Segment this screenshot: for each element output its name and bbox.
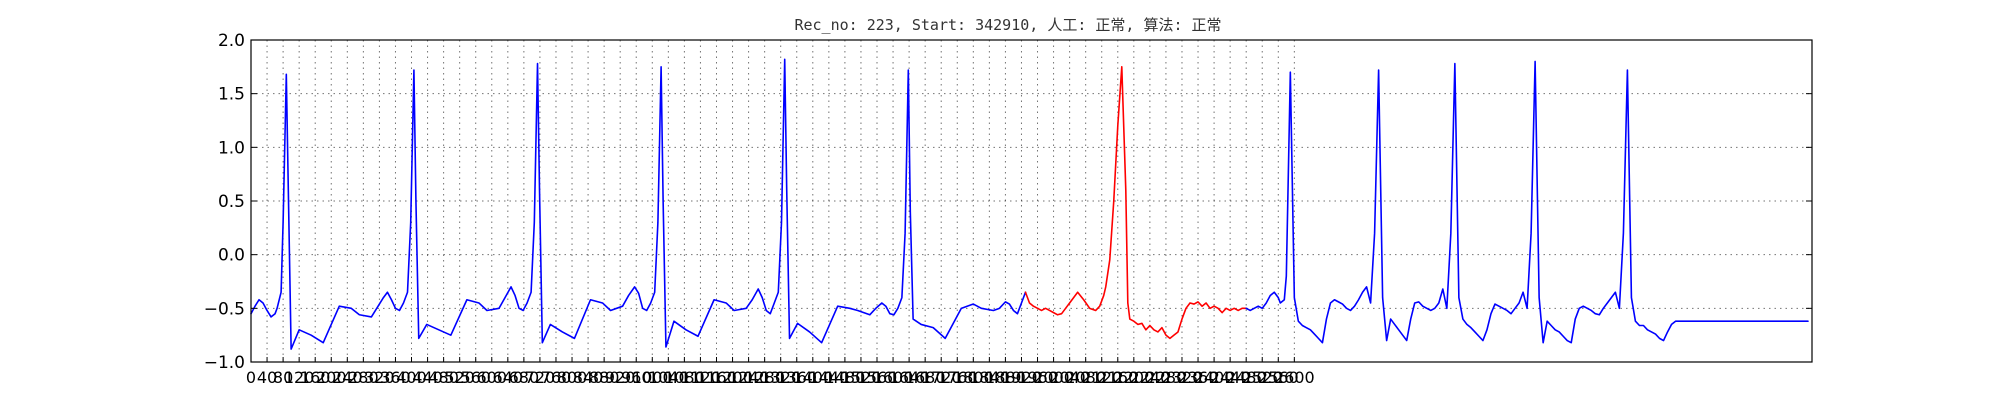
x-tick-label: 400 <box>396 368 427 387</box>
x-tick-label: 2440 <box>1210 368 1251 387</box>
x-tick-label: 1840 <box>969 368 1010 387</box>
ecg-series-line-3 <box>1245 60 1809 344</box>
x-tick-label: 1240 <box>728 368 769 387</box>
x-tick-label: 1520 <box>841 368 882 387</box>
x-tick-label: 1320 <box>760 368 801 387</box>
x-tick-label: 1720 <box>921 368 962 387</box>
x-tick-label: 2320 <box>1162 368 1203 387</box>
x-tick-label: 2160 <box>1097 368 1138 387</box>
y-tick-label: 0.0 <box>218 246 245 266</box>
x-tick-label: 1640 <box>889 368 930 387</box>
x-tick-label: 0 <box>246 368 256 387</box>
x-tick-label: 2000 <box>1033 368 1074 387</box>
x-tick-label: 440 <box>412 368 443 387</box>
chart-title: Rec_no: 223, Start: 342910, 人工: 正常, 算法: … <box>794 16 1221 34</box>
x-tick-label: 1280 <box>744 368 785 387</box>
x-tick-label: 1160 <box>696 368 737 387</box>
y-tick-label: 1.5 <box>218 85 245 105</box>
x-tick-label: 2120 <box>1081 368 1122 387</box>
y-tick-label: −0.5 <box>204 299 245 319</box>
x-tick-label: 880 <box>589 368 620 387</box>
x-tick-label: 2280 <box>1146 368 1187 387</box>
x-tick-label: 2360 <box>1178 368 1219 387</box>
x-tick-label: 1360 <box>776 368 817 387</box>
x-tick-label: 1440 <box>808 368 849 387</box>
x-tick-label: 1800 <box>953 368 994 387</box>
x-tick-label: 2040 <box>1049 368 1090 387</box>
ecg-series-line-1 <box>250 58 1027 350</box>
x-tick-label: 800 <box>557 368 588 387</box>
x-tick-label: 760 <box>541 368 572 387</box>
x-tick-label: 1560 <box>857 368 898 387</box>
x-tick-label: 520 <box>444 368 475 387</box>
x-tick-label: 2400 <box>1194 368 1235 387</box>
x-tick-label: 560 <box>460 368 491 387</box>
y-tick-label: −1.0 <box>204 353 245 373</box>
x-tick-label: 1760 <box>937 368 978 387</box>
x-tick-label: 1400 <box>792 368 833 387</box>
x-tick-label: 2520 <box>1242 368 1283 387</box>
x-tick-label: 2240 <box>1130 368 1171 387</box>
x-tick-label: 600 <box>476 368 507 387</box>
y-tick-label: 1.0 <box>218 138 245 158</box>
x-tick-label: 640 <box>493 368 524 387</box>
x-tick-label: 720 <box>525 368 556 387</box>
y-axis: −1.0 −0.5 0.0 0.5 1.0 1.5 2.0 <box>204 31 1812 373</box>
ecg-series-line-2 <box>1024 66 1247 340</box>
x-tick-label: 1680 <box>905 368 946 387</box>
x-tick-label: 1480 <box>825 368 866 387</box>
x-axis: 0 408012016020024028032036040044048052056… <box>246 357 1315 387</box>
x-tick-label: 840 <box>573 368 604 387</box>
x-tick-label: 1080 <box>664 368 705 387</box>
x-tick-label: 1600 <box>873 368 914 387</box>
x-tick-label: 160 <box>300 368 331 387</box>
x-tick-label: 320 <box>364 368 395 387</box>
x-tick-label: 480 <box>428 368 459 387</box>
x-tick-label: 1200 <box>712 368 753 387</box>
x-tick-label: 1880 <box>985 368 1026 387</box>
grid <box>251 40 1812 362</box>
x-tick-label: 360 <box>380 368 411 387</box>
x-tick-label: 1000 <box>632 368 673 387</box>
x-tick-label: 1960 <box>1017 368 1058 387</box>
y-tick-label: 0.5 <box>218 192 245 212</box>
x-tick-label: 120 <box>284 368 315 387</box>
x-tick-label: 280 <box>348 368 379 387</box>
x-tick-label: 960 <box>621 368 652 387</box>
series-layer <box>250 58 1809 350</box>
x-tick-label: 200 <box>316 368 347 387</box>
x-tick-label: 80 <box>273 368 293 387</box>
x-tick-label: 1040 <box>648 368 689 387</box>
x-tick-label: 1120 <box>680 368 721 387</box>
x-tick-label: 920 <box>605 368 636 387</box>
x-tick-label: 2560 <box>1258 368 1299 387</box>
x-tick-label: 1920 <box>1001 368 1042 387</box>
x-tick-label: 2080 <box>1065 368 1106 387</box>
x-tick-label: 240 <box>332 368 363 387</box>
x-tick-label: 40 <box>257 368 277 387</box>
y-tick-label: 2.0 <box>218 31 245 51</box>
x-tick-label: 680 <box>509 368 540 387</box>
x-tick-label: 2600 <box>1274 368 1315 387</box>
x-tick-label: 2200 <box>1113 368 1154 387</box>
x-tick-label: 2480 <box>1226 368 1267 387</box>
